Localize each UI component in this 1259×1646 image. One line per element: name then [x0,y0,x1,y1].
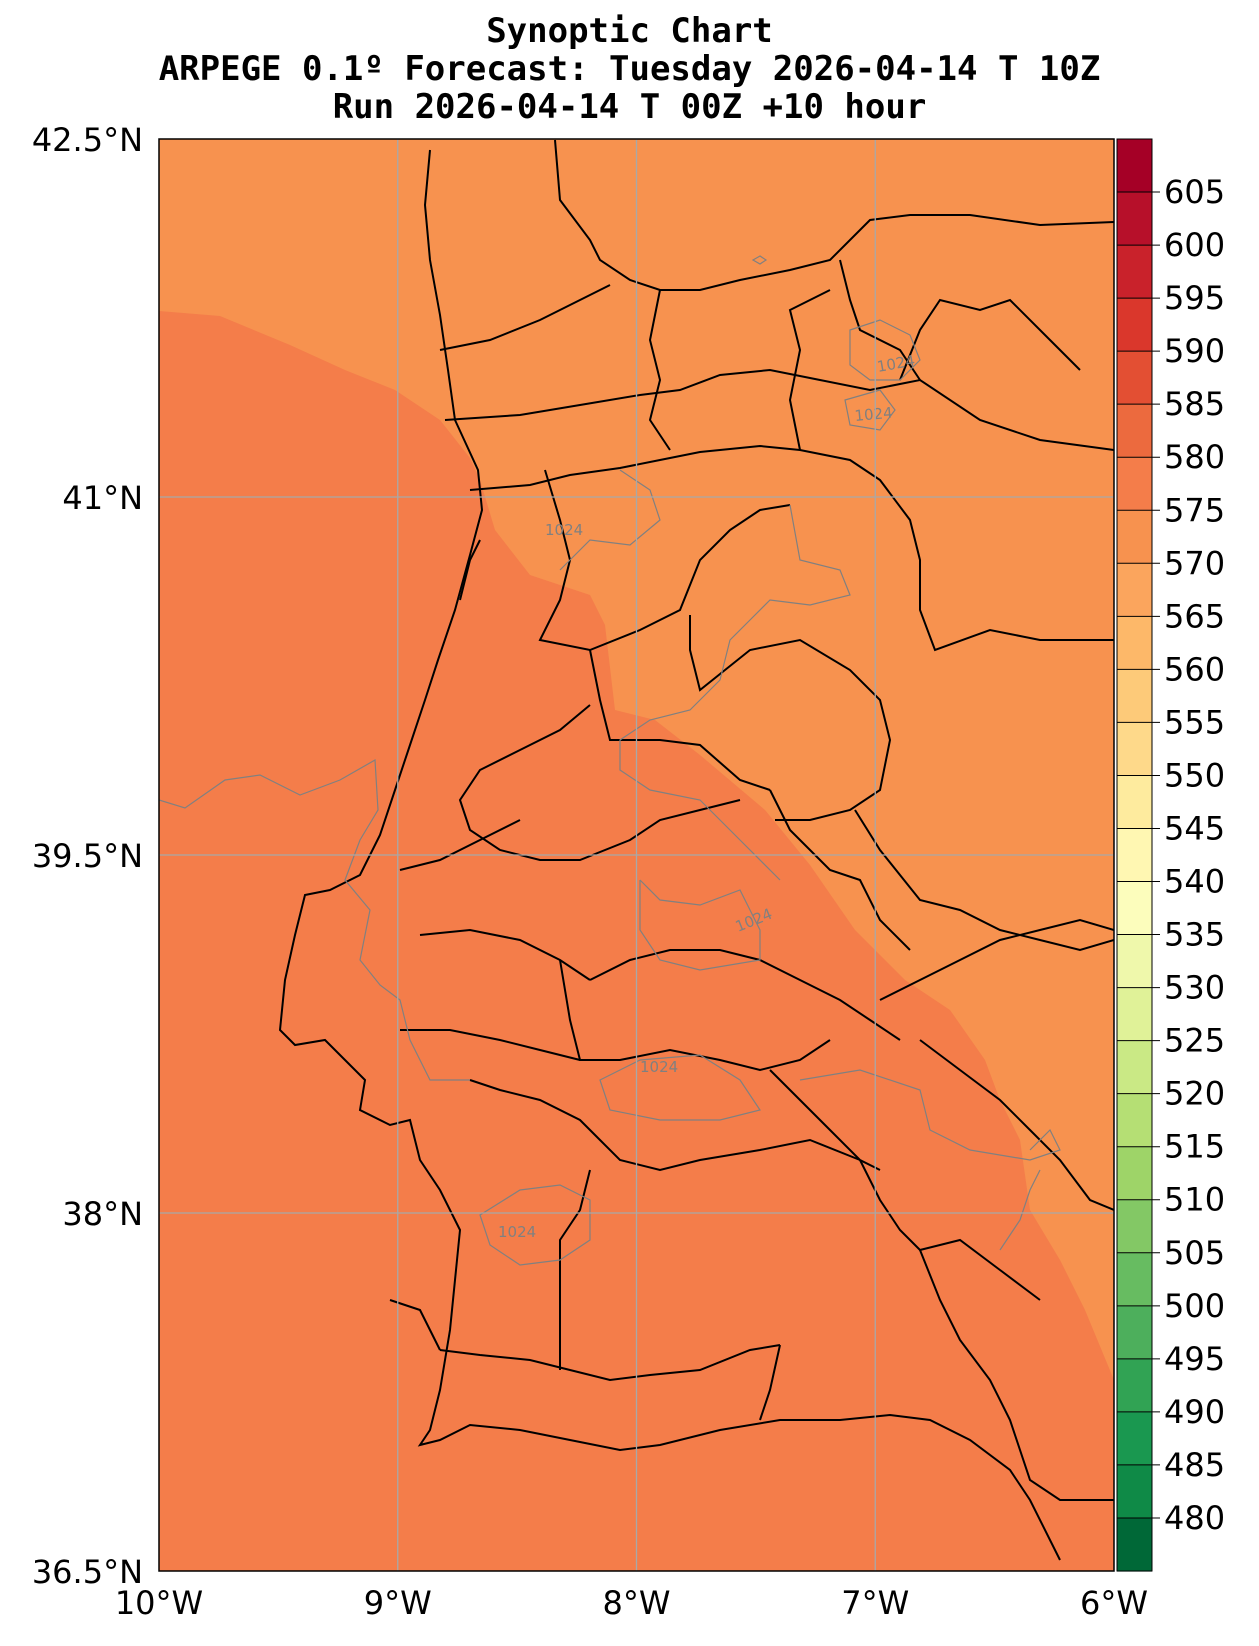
colorbar-swatch [1117,1252,1152,1307]
colorbar-tick-label: 495 [1164,1340,1225,1378]
isobar-1024-northeast [849,319,921,381]
isobar-1024-north [559,469,661,571]
colorbar-swatch [1117,192,1152,246]
colorbar-tick-label: 500 [1164,1287,1225,1325]
colorbar-swatch [1117,1093,1152,1148]
isobar-1024-north-small [751,255,768,265]
colorbar-swatch [1117,987,1152,1042]
coastline-borders [278,139,1114,1561]
colorbar-tick-label: 595 [1164,279,1225,317]
colorbar-tick-label: 590 [1164,332,1225,370]
colorbar-swatch [1117,510,1152,564]
colorbar-tick-label: 525 [1164,1022,1225,1060]
colorbar [1117,139,1152,1572]
lat-label: 41°N [62,479,143,517]
lagoon-edge [459,539,481,601]
latitude-labels: 42.5°N 41°N 39.5°N 38°N 36.5°N [32,121,143,1591]
lat-label: 39.5°N [32,837,143,875]
colorbar-swatch [1117,1411,1152,1466]
colorbar-tick-label: 505 [1164,1234,1225,1272]
isobar-1024-central [639,879,761,971]
isobar-1024-west [159,758,470,1081]
colorbar-swatch [1117,1464,1152,1519]
colorbar-tick-label: 565 [1164,597,1225,635]
colorbar-tick-label: 535 [1164,916,1225,954]
colorbar-swatch [1117,722,1152,777]
colorbar-tick-label: 600 [1164,226,1225,264]
colorbar-swatch [1117,616,1152,670]
longitude-labels: 10°W 9°W 8°W 7°W 6°W [115,1584,1148,1622]
colorbar-ticks: 605 600 595 590 585 580 575 570 565 560 555 550 545 5… [1117,173,1225,1537]
colorbar-swatch [1117,245,1152,299]
isobar-1024-southwest [479,1184,591,1266]
colorbar-tick-label: 480 [1164,1499,1225,1537]
colorbar-swatch [1117,563,1152,617]
isobar-lines [159,255,1061,1266]
chart-title-block: Synoptic Chart ARPEGE 0.1º Forecast: Tue… [0,12,1259,126]
lon-label: 10°W [115,1584,203,1622]
colorbar-swatch [1117,1040,1152,1095]
colorbar-swatch [1117,1199,1152,1254]
colorbar-swatch [1117,1358,1152,1413]
colorbar-tick-label: 580 [1164,438,1225,476]
colorbar-tick-label: 520 [1164,1075,1225,1113]
colorbar-tick-label: 555 [1164,703,1225,741]
colorbar-tick-label: 545 [1164,809,1225,847]
lat-label: 36.5°N [32,1553,143,1591]
colorbar-frame [1116,138,1153,1572]
colorbar-tick-label: 490 [1164,1393,1225,1431]
colorbar-tick-label: 540 [1164,863,1225,901]
isobar-1024-southeast-tail [999,1169,1041,1251]
colorbar-swatch [1117,828,1152,883]
colorbar-swatch [1117,404,1152,458]
lon-label: 6°W [1080,1584,1148,1622]
colorbar-tick-label: 570 [1164,544,1225,582]
isobar-label: 1024 [498,1223,536,1241]
colorbar-swatch [1117,1305,1152,1360]
colorbar-tick-label: 575 [1164,491,1225,529]
colorbar-tick-label: 530 [1164,969,1225,1007]
colorbar-tick-label: 510 [1164,1181,1225,1219]
forecast-subtitle: ARPEGE 0.1º Forecast: Tuesday 2026-04-14… [158,49,1101,89]
colorbar-tick-label: 550 [1164,756,1225,794]
isobar-1024-northeast-inner [844,389,896,431]
lon-label: 8°W [603,1584,671,1622]
isobar-label: 1024 [545,521,583,539]
colorbar-swatch [1117,775,1152,830]
colorbar-swatch [1117,298,1152,352]
colorbar-tick-label: 515 [1164,1128,1225,1166]
lat-label: 42.5°N [32,121,143,159]
colorbar-swatch [1117,881,1152,936]
lon-label: 7°W [841,1584,909,1622]
colorbar-swatch [1117,1517,1152,1572]
map-frame [158,138,1115,1572]
coastline [278,149,1061,1561]
isobar-1024-south [599,1054,761,1121]
colorbar-tick-label: 585 [1164,385,1225,423]
colorbar-swatch [1117,1146,1152,1201]
colorbar-swatch [1117,351,1152,405]
isobar-1024-southeast [799,1069,1061,1161]
run-subtitle: Run 2026-04-14 T 00Z +10 hour [332,87,927,127]
isobar-1024-east [619,504,851,881]
colorbar-swatch [1117,457,1152,511]
graticule [159,139,1114,1571]
colorbar-swatch [1117,669,1152,724]
colorbar-swatch [1117,934,1152,989]
isobar-label: 1024 [854,404,894,425]
colorbar-tick-label: 560 [1164,650,1225,688]
colorbar-swatch [1117,139,1152,193]
lon-label: 9°W [364,1584,432,1622]
lat-label: 38°N [62,1195,143,1233]
chart-title: Synoptic Chart [486,11,773,51]
colorbar-tick-label: 605 [1164,173,1225,211]
isobar-label: 1024 [640,1058,678,1076]
colorbar-tick-label: 485 [1164,1446,1225,1484]
